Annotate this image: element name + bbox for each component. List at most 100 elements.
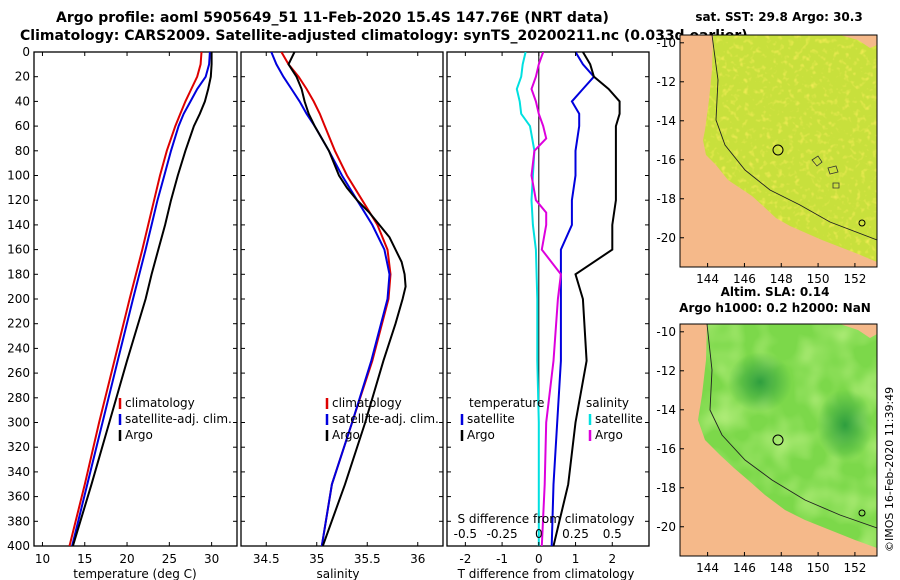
x-tick-label: 15 [77, 552, 92, 566]
x-tick-label: -1 [496, 552, 508, 566]
map-y-tick-label: -10 [656, 325, 676, 339]
sst-reef-outlines [811, 155, 840, 189]
t-difference-axis-label: T difference from climatology [457, 567, 635, 580]
map-x-tick-label: 152 [843, 272, 866, 286]
depth-tick-label: 180 [7, 267, 30, 281]
map-x-tick-label: 144 [696, 272, 719, 286]
legend-entry: Argo [332, 428, 360, 442]
x-tick-label: 0 [535, 552, 543, 566]
legend-title-salinity: salinity [586, 396, 629, 410]
s-tick-label: -0.5 [454, 527, 477, 541]
depth-tick-label: 340 [7, 465, 30, 479]
legend-entry: Argo [595, 428, 623, 442]
map-y-tick-label: -14 [656, 114, 676, 128]
depth-axis: 0 20 40 60 80 100 120 140 160 180 200 220 240 260 280 3… [7, 45, 30, 553]
legend-entry: climatology [332, 396, 402, 410]
t-series-climatology [68, 52, 203, 546]
diff-series-salinity-argo [530, 52, 562, 546]
s-difference-axis-label: S difference from climatology [458, 512, 635, 526]
s-tick-label: 0 [535, 527, 543, 541]
map-y-tick-label: -16 [656, 442, 676, 456]
difference-legend: temperature salinity satellite satellite Arg… [460, 396, 643, 442]
depth-tick-label: 60 [15, 119, 30, 133]
sst-island-northeast [840, 35, 877, 48]
depth-tick-label: 400 [7, 539, 30, 553]
sla-shelf-contour [706, 324, 877, 529]
diff-series-temperature-satellite [550, 52, 596, 546]
legend-entry: satellite [595, 412, 643, 426]
depth-tick-label: 320 [7, 440, 30, 454]
sla-secondary-marker [858, 509, 866, 517]
figure-title-line2: Climatology: CARS2009. Satellite-adjuste… [20, 28, 748, 44]
salinity-panel: 34.5 35 35.5 36 salinity climatology satelli… [240, 51, 444, 580]
t-series-argo [71, 52, 213, 546]
map-x-tick-label: 148 [770, 561, 793, 575]
legend-entry: satellite [467, 412, 515, 426]
x-tick-label: 35 [309, 552, 324, 566]
s-tick-label: -0.25 [487, 527, 518, 541]
temperature-plot-frame [33, 51, 238, 547]
x-tick-label: 25 [162, 552, 177, 566]
depth-tick-label: 360 [7, 490, 30, 504]
legend-title-temperature: temperature [469, 396, 544, 410]
s-series-argo [287, 52, 407, 546]
map-y-tick-label: -10 [656, 36, 676, 50]
legend-entry: climatology [125, 396, 195, 410]
map-y-tick-label: -20 [656, 520, 676, 534]
depth-tick-label: 20 [15, 70, 30, 84]
map-y-tick-label: -18 [656, 481, 676, 495]
depth-tick-label: 300 [7, 416, 30, 430]
sst-map-frame [679, 34, 878, 268]
x-tick-label: 20 [119, 552, 134, 566]
depth-tick-label: 0 [22, 45, 30, 59]
depth-tick-label: 140 [7, 218, 30, 232]
sst-shelf-contour [711, 35, 877, 241]
depth-tick-label: 380 [7, 514, 30, 528]
salinity-plot-frame [240, 51, 444, 547]
map-y-tick-label: -20 [656, 231, 676, 245]
map-y-tick-label: -12 [656, 75, 676, 89]
figure-title-line1: Argo profile: aoml 5905649_51 11-Feb-202… [56, 10, 609, 26]
legend-entry: satellite-adj. clim. [332, 412, 439, 426]
legend-entry: Argo [125, 428, 153, 442]
depth-tick-label: 120 [7, 193, 30, 207]
s-tick-label: 0.5 [603, 527, 622, 541]
legend-entry: satellite-adj. clim. [125, 412, 232, 426]
x-tick-label: 35.5 [354, 552, 381, 566]
diff-series-temperature-argo [552, 52, 621, 546]
x-tick-label: 10 [35, 552, 50, 566]
salinity-legend: climatology satellite-adj. clim. Argo [325, 396, 439, 442]
map-x-tick-label: 148 [770, 272, 793, 286]
sst-profile-marker [772, 144, 784, 156]
diff-series-salinity-satellite [515, 52, 540, 546]
depth-tick-label: 220 [7, 317, 30, 331]
sla-map: 144 146 148 150 152 -10 -12 -14 -16 -18 -20 [656, 323, 878, 575]
x-tick-label: 1 [572, 552, 580, 566]
s-tick-label: 0.25 [562, 527, 589, 541]
sla-eddy-east [817, 389, 873, 461]
temperature-panel: 10 15 20 25 30 temperature (deg C) climatolo… [33, 51, 238, 580]
sla-map-title: Altim. SLA: 0.14 [721, 285, 830, 299]
sla-eddy-west [728, 352, 792, 412]
map-x-tick-label: 150 [807, 272, 830, 286]
depth-tick-label: 280 [7, 391, 30, 405]
t-series-satellite-adj-clim- [71, 52, 211, 546]
depth-tick-label: 100 [7, 169, 30, 183]
sst-land-mass [680, 35, 877, 267]
depth-tick-label: 40 [15, 94, 30, 108]
sla-map-subtitle: Argo h1000: 0.2 h2000: NaN [679, 301, 871, 315]
sst-map: 144 146 148 150 152 -10 -12 -14 -16 -18 -20 [656, 34, 878, 286]
imos-credit: ©IMOS 16-Feb-2020 11:39:49 [883, 387, 896, 552]
depth-tick-label: 260 [7, 366, 30, 380]
x-tick-label: 34.5 [253, 552, 280, 566]
map-y-tick-label: -16 [656, 153, 676, 167]
x-tick-label: 2 [608, 552, 616, 566]
sla-profile-marker [772, 434, 784, 446]
difference-plot-frame [446, 51, 650, 547]
map-x-tick-label: 146 [733, 272, 756, 286]
temperature-axis-label: temperature (deg C) [73, 567, 196, 580]
difference-panel: -2 -1 0 1 2 -0.5 -0.25 0 0.25 0.5 T difference f… [446, 51, 650, 580]
map-x-tick-label: 150 [807, 561, 830, 575]
map-y-tick-label: -12 [656, 364, 676, 378]
